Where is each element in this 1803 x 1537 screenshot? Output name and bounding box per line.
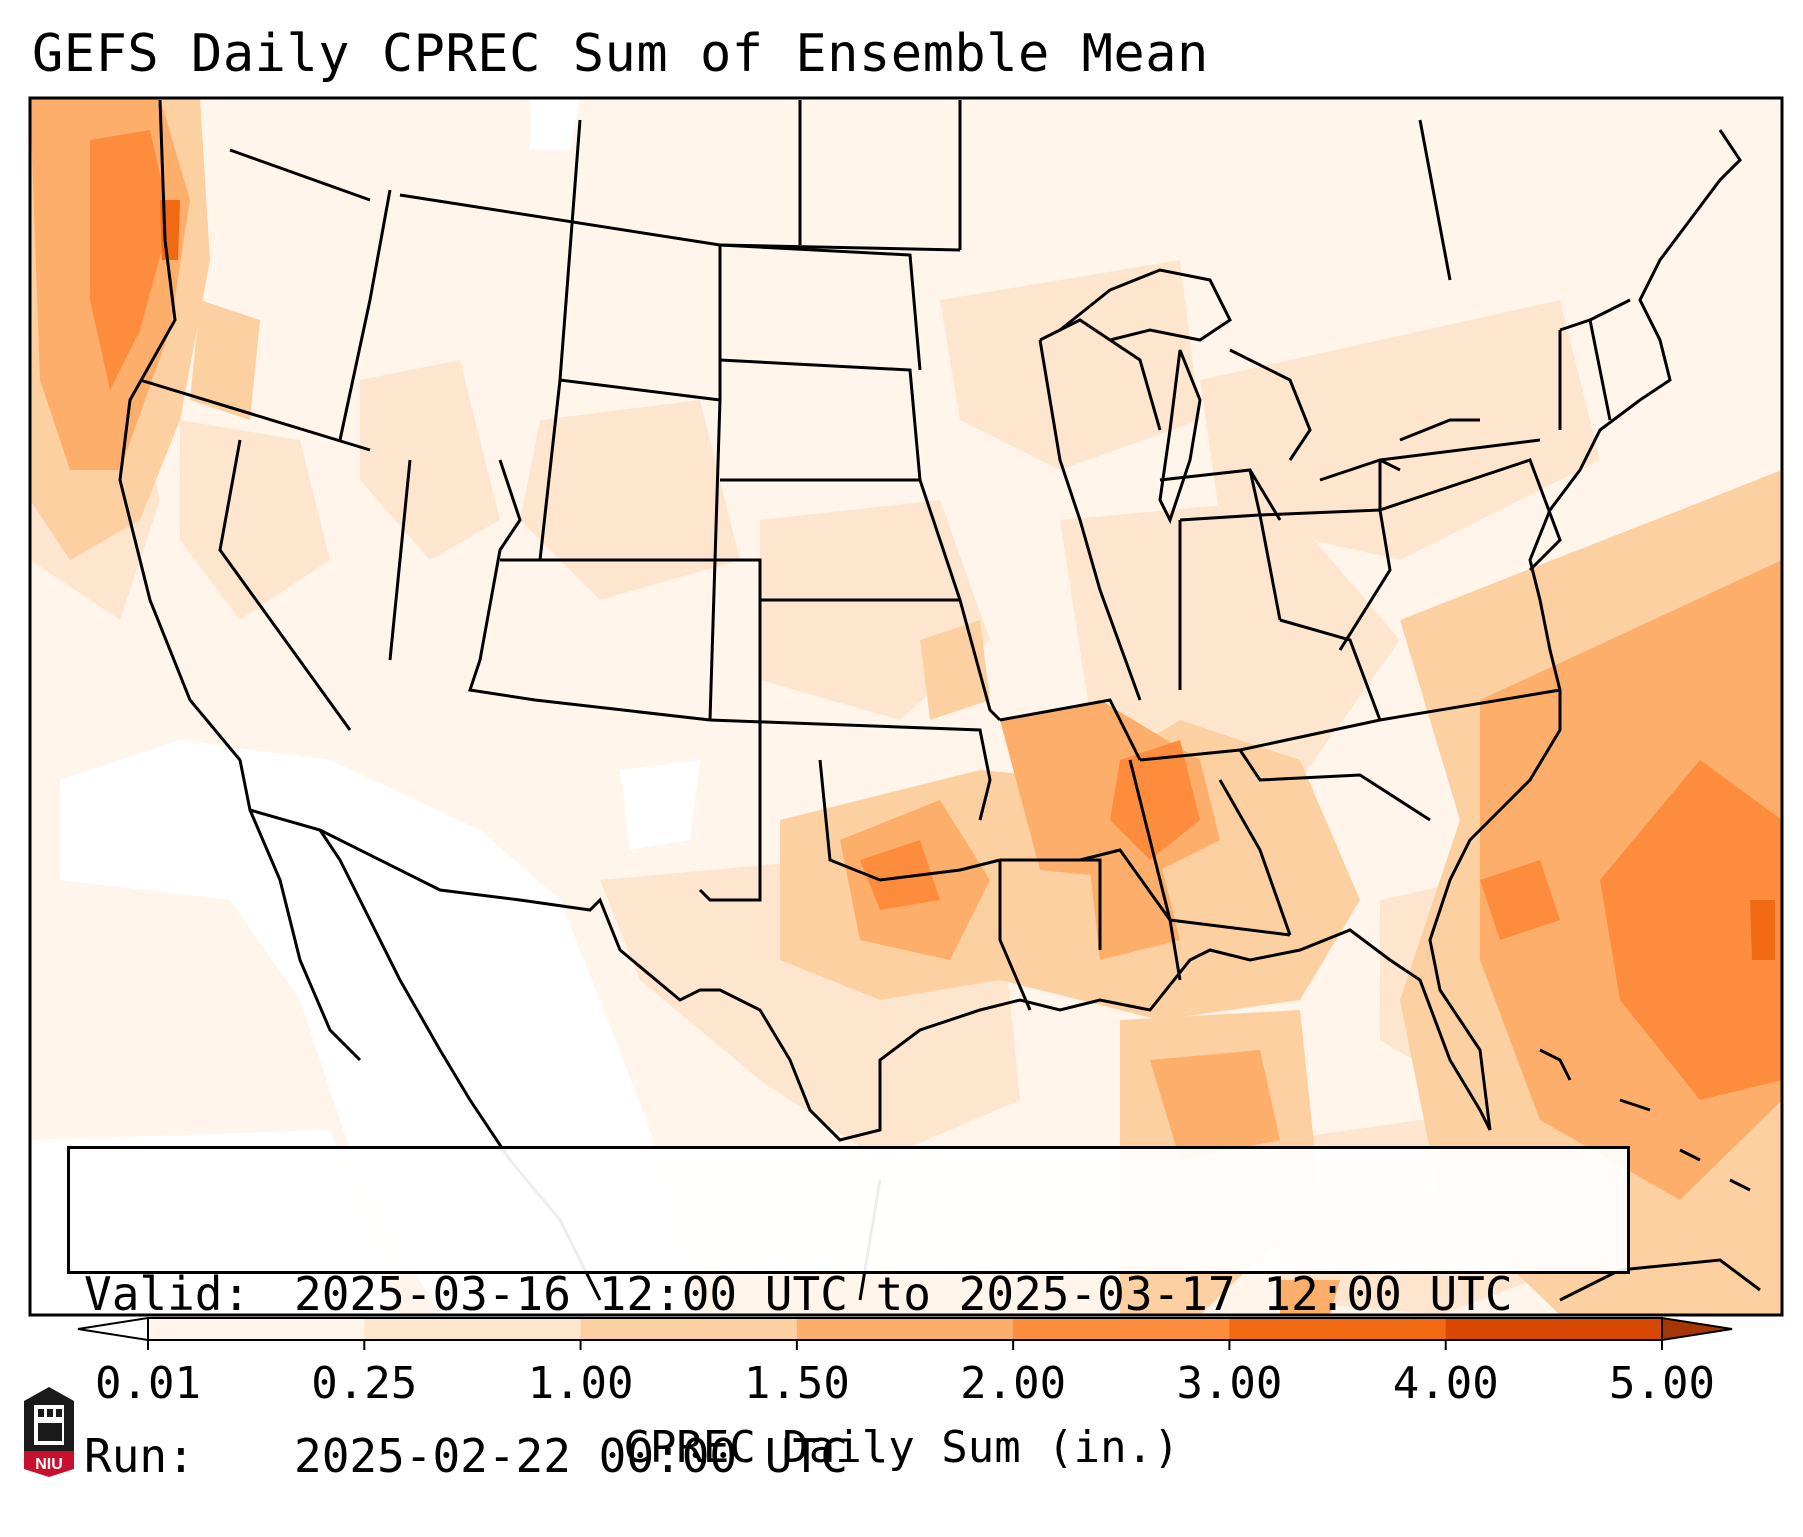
run-key: Run: — [84, 1429, 195, 1483]
colorbar-segment — [580, 1318, 798, 1340]
colorbar-segment — [364, 1318, 582, 1340]
colorbar-segment — [148, 1318, 365, 1340]
colorbar-tick-label: 5.00 — [1609, 1358, 1715, 1409]
info-box: Valid: 2025-03-16 12:00 UTC to 2025-03-17… — [67, 1146, 1630, 1483]
colorbar — [77, 1316, 1733, 1350]
colorbar-tick-label: 0.25 — [311, 1358, 418, 1409]
caribbean-islands — [1539, 1048, 1751, 1192]
colorbar-label: CPREC Daily Sum (in.) — [623, 1422, 1180, 1473]
precipitation-map — [28, 96, 1784, 1350]
colorbar-segment — [796, 1318, 1014, 1340]
map-frame — [28, 96, 1784, 1317]
colorbar-segment — [1229, 1318, 1447, 1340]
colorbar-tick-label: 1.50 — [743, 1358, 850, 1409]
valid-value: 2025-03-16 12:00 UTC to 2025-03-17 12:00… — [294, 1267, 1513, 1321]
colorbar-segment — [1013, 1318, 1230, 1340]
logo-text: NIU — [35, 1456, 63, 1473]
colorbar-over-arrow — [1661, 1316, 1733, 1342]
run-value: 2025-02-22 00:00 UTC — [294, 1429, 848, 1483]
niu-logo: NIU — [24, 1387, 74, 1477]
colorbar-tick-label: 0.01 — [95, 1358, 201, 1409]
colorbar-tick-label: 1.00 — [527, 1358, 634, 1409]
colorbar-tick-label: 4.00 — [1392, 1358, 1499, 1409]
valid-key: Valid: — [84, 1267, 251, 1321]
colorbar-tick-label: 2.00 — [960, 1358, 1067, 1409]
great-lakes — [1059, 268, 1480, 524]
colorbar-frame — [147, 1317, 1663, 1341]
colorbar-tick-label: 3.00 — [1176, 1358, 1283, 1409]
chart-title: GEFS Daily CPREC Sum of Ensemble Mean — [32, 24, 1209, 84]
state-boundaries — [118, 99, 1742, 1142]
colorbar-segment — [1445, 1318, 1663, 1340]
